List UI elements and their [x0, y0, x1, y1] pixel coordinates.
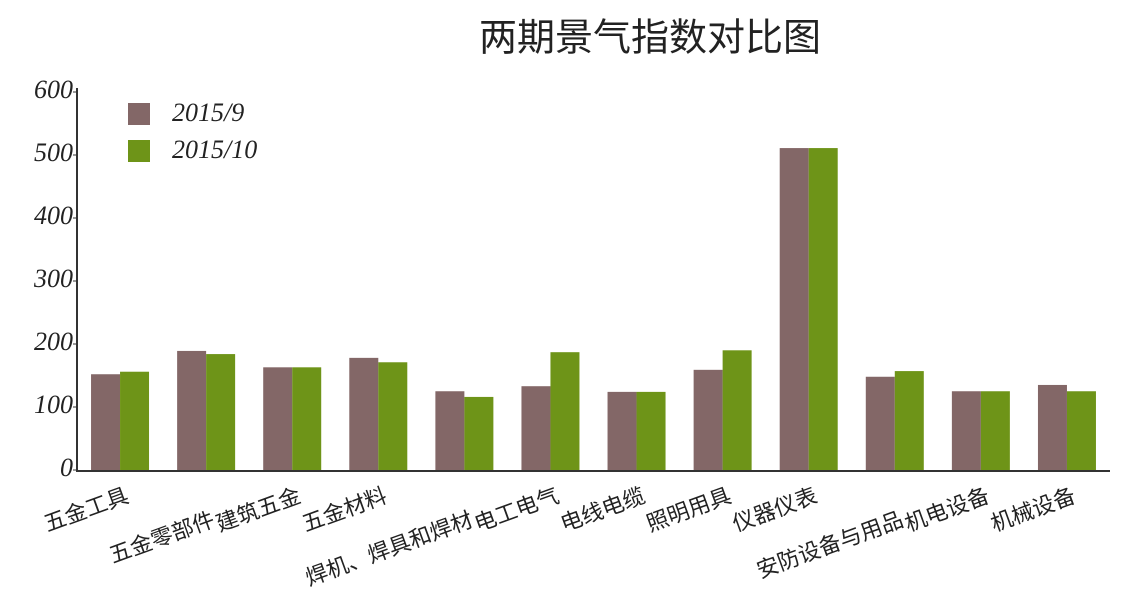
x-tick-label: 机电设备: [902, 484, 993, 538]
y-tick-label: 200: [34, 327, 73, 356]
x-tick-label: 电线电缆: [557, 484, 648, 538]
bar: [521, 386, 551, 470]
bar: [779, 148, 809, 470]
y-tick-label: 600: [34, 75, 73, 104]
bar: [693, 369, 723, 470]
bar: [120, 371, 150, 470]
bar: [550, 352, 580, 470]
bar: [636, 391, 666, 470]
bar: [349, 357, 379, 470]
bar: [435, 391, 465, 470]
x-tick-label: 建筑五金: [213, 484, 304, 538]
bar: [607, 391, 637, 470]
bar: [177, 350, 207, 470]
x-tick-label: 五金材料: [299, 484, 390, 538]
y-tick-label: 100: [34, 390, 73, 419]
bar: [292, 367, 322, 470]
bar: [980, 391, 1010, 470]
legend-swatch: [128, 140, 150, 162]
x-tick-label: 五金工具: [41, 484, 132, 538]
x-tick-label: 照明用具: [643, 484, 734, 538]
legend-label: 2015/9: [172, 98, 244, 127]
bar: [206, 354, 236, 470]
x-tick-label: 电工电气: [471, 484, 562, 538]
bar: [91, 374, 121, 470]
bar: [378, 362, 408, 470]
bar: [951, 391, 981, 470]
y-tick-label: 400: [34, 201, 73, 230]
bar: [722, 350, 752, 470]
y-tick-label: 300: [33, 264, 73, 293]
y-tick-label: 500: [34, 138, 73, 167]
bar: [464, 396, 494, 470]
y-tick-label: 0: [60, 453, 73, 482]
x-tick-label: 五金零部件: [106, 508, 218, 569]
legend-label: 2015/10: [172, 135, 257, 164]
x-tick-label: 仪器仪表: [730, 484, 821, 538]
legend-swatch: [128, 103, 150, 125]
x-tick-label: 机械设备: [988, 484, 1079, 538]
bar: [894, 371, 924, 470]
bar: [1037, 384, 1067, 470]
bar: [808, 148, 838, 470]
chart-title: 两期景气指数对比图: [479, 16, 821, 60]
bar: [263, 367, 293, 470]
bar: [865, 376, 895, 470]
bar: [1066, 391, 1096, 470]
